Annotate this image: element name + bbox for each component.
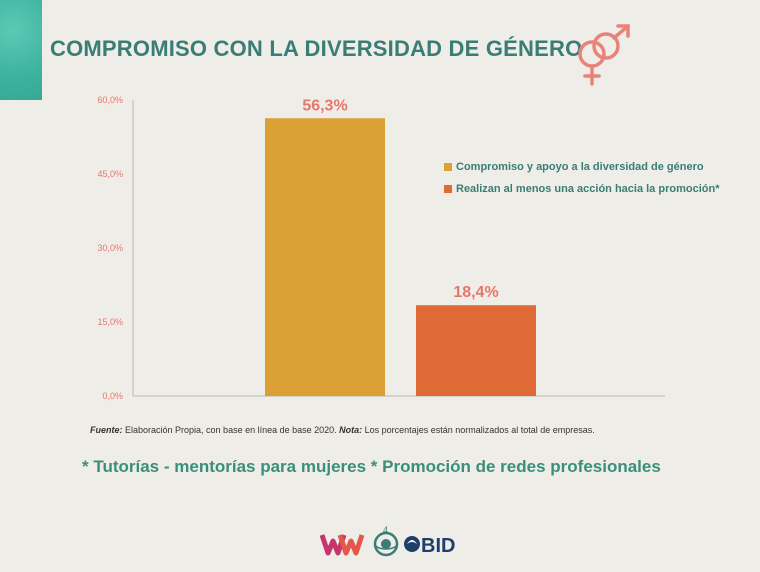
- y-tick-label: 30,0%: [97, 243, 123, 253]
- source-label: Fuente:: [90, 425, 123, 435]
- bid-logo: BID: [404, 535, 455, 557]
- bar: [416, 305, 536, 396]
- legend-item: Realizan al menos una acción hacia la pr…: [444, 178, 719, 200]
- bullet-line: * Tutorías - mentorías para mujeres * Pr…: [82, 457, 661, 476]
- y-tick-label: 60,0%: [97, 95, 123, 105]
- corner-texture: [0, 0, 42, 100]
- bar-value-label: 56,3%: [302, 97, 347, 114]
- chart-axes: [132, 100, 665, 397]
- footer-logos: BID: [320, 531, 455, 557]
- y-tick-label: 0,0%: [102, 391, 123, 401]
- bar: [265, 118, 385, 397]
- source-note: Fuente: Elaboración Propia, con base en …: [90, 425, 595, 435]
- y-tick-labels: 0,0% 15,0% 30,0% 45,0% 60,0%: [97, 95, 123, 401]
- chart-legend: Compromiso y apoyo a la diversidad de gé…: [444, 156, 719, 200]
- legend-label: Compromiso y apoyo a la diversidad de gé…: [456, 161, 704, 173]
- bar-value-label: 18,4%: [453, 284, 498, 301]
- legend-swatch: [444, 163, 452, 171]
- legend-swatch: [444, 185, 452, 193]
- legend-label: Realizan al menos una acción hacia la pr…: [456, 183, 720, 195]
- gender-symbols-icon: [578, 24, 630, 86]
- y-tick-label: 15,0%: [97, 317, 123, 327]
- note-label: Nota:: [339, 425, 363, 435]
- value-labels: 56,3% 18,4%: [302, 97, 498, 301]
- source-text: Elaboración Propia, con base en línea de…: [122, 425, 340, 435]
- bid-logo-text: BID: [421, 535, 455, 557]
- page-number: 4: [383, 525, 389, 535]
- note-text: Los porcentajes están normalizados al to…: [362, 425, 595, 435]
- bars: [265, 118, 536, 397]
- y-tick-label: 45,0%: [97, 169, 123, 179]
- page-title: COMPROMISO CON LA DIVERSIDAD DE GÉNERO: [50, 36, 583, 61]
- globe-logo-icon: [373, 531, 399, 557]
- legend-item: Compromiso y apoyo a la diversidad de gé…: [444, 156, 719, 178]
- ww-logo: [320, 534, 365, 556]
